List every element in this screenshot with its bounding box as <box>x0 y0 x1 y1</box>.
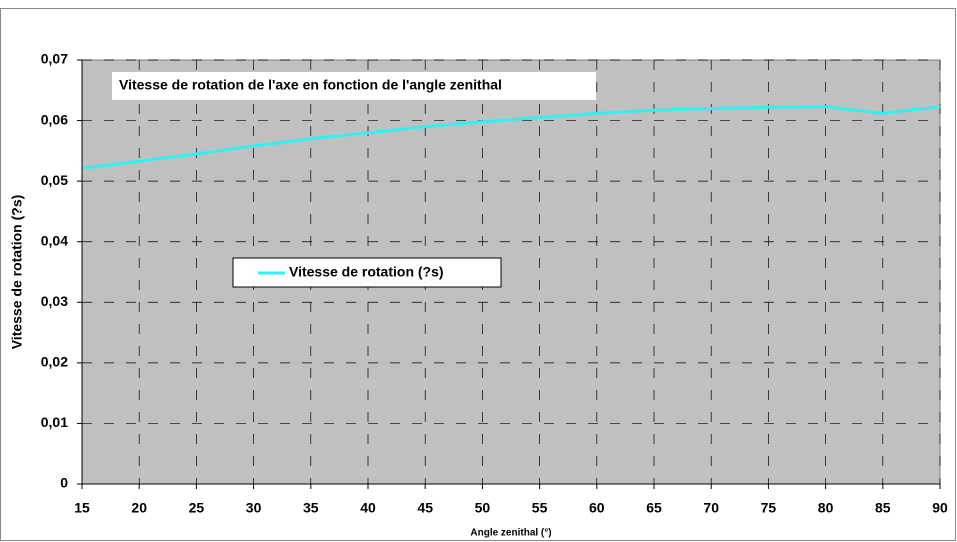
x-tick-label: 60 <box>589 500 605 516</box>
x-tick-label: 20 <box>131 500 147 516</box>
chart-title: Vitesse de rotation de l'axe en fonction… <box>119 77 502 93</box>
y-tick-label: 0,05 <box>41 172 68 188</box>
x-tick-label: 50 <box>475 500 491 516</box>
x-tick-label: 25 <box>189 500 205 516</box>
x-tick-label: 65 <box>646 500 662 516</box>
x-tick-label: 40 <box>360 500 376 516</box>
y-tick-label: 0,03 <box>41 293 68 309</box>
x-tick-label: 35 <box>303 500 319 516</box>
plot-area <box>81 59 941 485</box>
x-axis-label: Angle zenithal (°) <box>470 528 551 539</box>
x-tick-label: 55 <box>532 500 548 516</box>
y-tick-label: 0,04 <box>41 232 68 248</box>
legend-label: Vitesse de rotation (?s) <box>289 264 444 280</box>
x-tick-label: 30 <box>246 500 262 516</box>
x-tick-label: 70 <box>703 500 719 516</box>
y-tick-label: 0,01 <box>41 414 68 430</box>
data-line <box>81 105 941 170</box>
y-tick-label: 0 <box>60 475 68 491</box>
x-tick-label: 45 <box>417 500 433 516</box>
y-axis-label: Vitesse de rotation (?s) <box>9 195 25 350</box>
x-tick-label: 90 <box>932 500 948 516</box>
x-tick-label: 80 <box>818 500 834 516</box>
y-tick-label: 0,02 <box>41 354 68 370</box>
x-tick-label: 75 <box>761 500 777 516</box>
y-tick-label: 0,07 <box>41 51 68 67</box>
x-tick-label: 15 <box>74 500 90 516</box>
x-tick-label: 85 <box>875 500 891 516</box>
title-box <box>112 72 596 100</box>
y-tick-label: 0,06 <box>41 111 68 127</box>
